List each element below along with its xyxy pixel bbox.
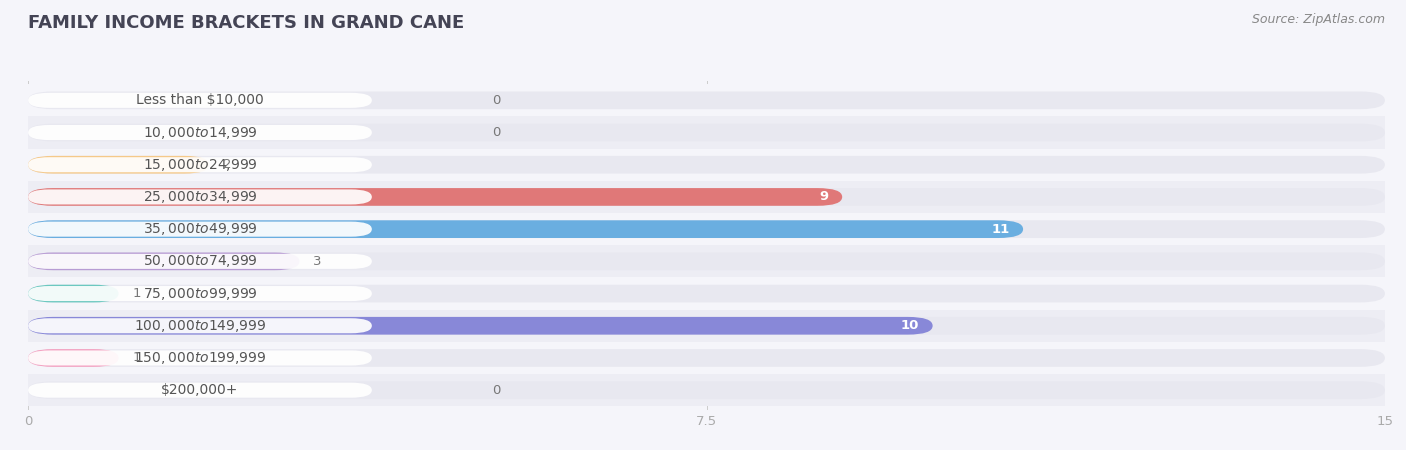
FancyBboxPatch shape xyxy=(28,317,932,335)
FancyBboxPatch shape xyxy=(28,156,1385,174)
Bar xyxy=(28,148,1385,181)
FancyBboxPatch shape xyxy=(28,189,371,204)
Text: 3: 3 xyxy=(314,255,322,268)
Text: 10: 10 xyxy=(901,319,920,332)
FancyBboxPatch shape xyxy=(28,317,1385,335)
Text: $200,000+: $200,000+ xyxy=(162,383,239,397)
Bar xyxy=(28,310,1385,342)
FancyBboxPatch shape xyxy=(28,382,371,398)
Text: 1: 1 xyxy=(132,351,141,364)
FancyBboxPatch shape xyxy=(28,252,299,270)
Text: $15,000 to $24,999: $15,000 to $24,999 xyxy=(142,157,257,173)
Text: 9: 9 xyxy=(820,190,828,203)
Bar xyxy=(28,278,1385,310)
Text: 2: 2 xyxy=(222,158,231,171)
FancyBboxPatch shape xyxy=(28,286,371,301)
Bar xyxy=(28,181,1385,213)
Bar xyxy=(28,213,1385,245)
FancyBboxPatch shape xyxy=(28,318,371,333)
Bar xyxy=(28,84,1385,117)
Bar xyxy=(28,245,1385,278)
Text: $50,000 to $74,999: $50,000 to $74,999 xyxy=(142,253,257,270)
FancyBboxPatch shape xyxy=(28,220,1385,238)
FancyBboxPatch shape xyxy=(28,188,842,206)
Text: 0: 0 xyxy=(492,126,501,139)
FancyBboxPatch shape xyxy=(28,125,371,140)
Bar xyxy=(28,117,1385,148)
Text: $100,000 to $149,999: $100,000 to $149,999 xyxy=(134,318,266,334)
FancyBboxPatch shape xyxy=(28,220,1024,238)
FancyBboxPatch shape xyxy=(28,254,371,269)
FancyBboxPatch shape xyxy=(28,285,118,302)
FancyBboxPatch shape xyxy=(28,188,1385,206)
Text: Less than $10,000: Less than $10,000 xyxy=(136,93,264,107)
Text: $75,000 to $99,999: $75,000 to $99,999 xyxy=(142,286,257,302)
Text: $35,000 to $49,999: $35,000 to $49,999 xyxy=(142,221,257,237)
Text: Source: ZipAtlas.com: Source: ZipAtlas.com xyxy=(1251,14,1385,27)
FancyBboxPatch shape xyxy=(28,124,1385,141)
Text: 0: 0 xyxy=(492,94,501,107)
Text: $25,000 to $34,999: $25,000 to $34,999 xyxy=(142,189,257,205)
FancyBboxPatch shape xyxy=(28,349,1385,367)
Text: 1: 1 xyxy=(132,287,141,300)
FancyBboxPatch shape xyxy=(28,221,371,237)
FancyBboxPatch shape xyxy=(28,91,1385,109)
Text: $10,000 to $14,999: $10,000 to $14,999 xyxy=(142,125,257,140)
Text: 11: 11 xyxy=(991,223,1010,236)
FancyBboxPatch shape xyxy=(28,252,1385,270)
FancyBboxPatch shape xyxy=(28,381,1385,399)
FancyBboxPatch shape xyxy=(28,93,371,108)
FancyBboxPatch shape xyxy=(28,157,371,172)
Text: 0: 0 xyxy=(492,384,501,397)
FancyBboxPatch shape xyxy=(28,351,371,365)
FancyBboxPatch shape xyxy=(28,349,118,367)
Text: FAMILY INCOME BRACKETS IN GRAND CANE: FAMILY INCOME BRACKETS IN GRAND CANE xyxy=(28,14,464,32)
Text: $150,000 to $199,999: $150,000 to $199,999 xyxy=(134,350,266,366)
FancyBboxPatch shape xyxy=(28,156,209,174)
FancyBboxPatch shape xyxy=(28,285,1385,302)
Bar xyxy=(28,374,1385,406)
Bar xyxy=(28,342,1385,374)
